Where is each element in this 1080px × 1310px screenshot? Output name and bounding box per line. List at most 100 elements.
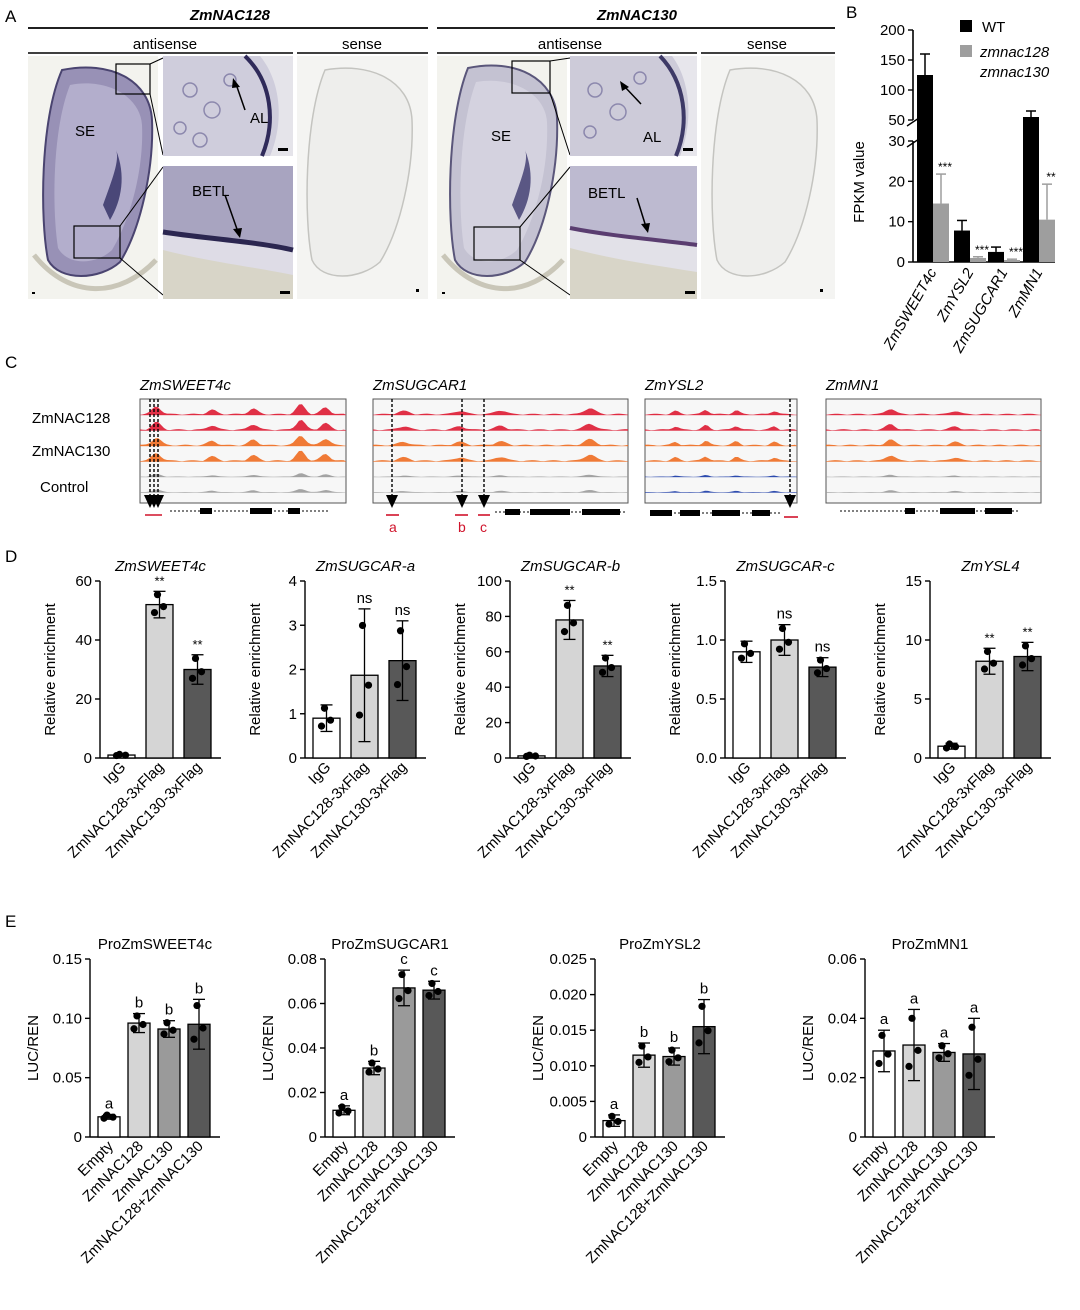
micrograph-nac128-sense [297, 56, 428, 299]
gene-model-exon [940, 508, 975, 514]
plot-significance: b [700, 981, 708, 998]
track-signal [645, 424, 797, 431]
plot-data-point [344, 1107, 352, 1115]
plot-data-point [935, 1054, 943, 1062]
plot-ytick-label: 0 [849, 1129, 857, 1146]
plot-data-point [942, 744, 951, 752]
plot-data-point [193, 1001, 201, 1010]
track-signal [645, 456, 797, 462]
plot-bar [127, 1022, 151, 1138]
luciferase-plot-2: ProZmSUGCAR100.020.040.060.08LUC/RENaEmp… [260, 936, 455, 1267]
track-signal [140, 450, 346, 462]
plot-ytick-label: 0 [74, 1129, 82, 1146]
micrograph-nac130-al-zoom: AL [570, 54, 697, 157]
track-signal [373, 474, 628, 477]
panel-e-label: E [5, 912, 16, 931]
track-title-zmysl2: ZmYSL2 [644, 377, 704, 394]
plot-ylabel: LUC/REN [530, 1015, 547, 1081]
track-signal [826, 455, 1041, 462]
plot-bar [770, 639, 799, 759]
plot-ytick-label: 0.015 [549, 1022, 587, 1039]
plot-ytick-label: 0.10 [53, 1010, 82, 1027]
plot-data-point [665, 1058, 673, 1066]
plot-data-point [974, 1055, 982, 1063]
plot-data-point [317, 722, 326, 730]
plot-ytick-label: 40 [485, 679, 502, 696]
plot-data-point [608, 1112, 616, 1120]
plot-data-point [938, 1042, 946, 1050]
plot-ytick-label: 60 [75, 573, 92, 590]
plot-bar [392, 987, 416, 1138]
plot-bar [975, 660, 1004, 759]
plot-data-point [816, 656, 825, 664]
plot-significance: ** [154, 573, 164, 588]
b-ytick-label: 20 [888, 173, 905, 190]
plot-ytick-label: 0.04 [828, 1010, 857, 1027]
track-box [139, 398, 347, 504]
plot-data-point [784, 638, 793, 646]
plot-ytick-label: 0 [84, 750, 92, 767]
plot-significance: ** [984, 630, 994, 645]
panel-c-label: C [5, 353, 17, 372]
plot-data-point [199, 1024, 207, 1032]
plot-ytick-label: 1 [289, 706, 297, 723]
plot-bar [593, 665, 622, 759]
plot-ytick-label: 0.15 [53, 951, 82, 968]
plot-ytick-label: 100 [477, 573, 502, 590]
binding-site-arrow [784, 495, 796, 508]
panel-e: E ProZmSWEET4c00.050.100.15LUC/RENaEmpty… [5, 912, 995, 1267]
plot-significance: ** [602, 637, 612, 652]
track-signal [645, 490, 797, 493]
track-signal [140, 489, 346, 493]
label-al-2: AL [643, 129, 661, 146]
plot-bar [555, 619, 584, 759]
site-label-c: c [480, 519, 487, 535]
group1-sense-label: sense [342, 36, 382, 53]
plot-data-point [914, 1046, 922, 1054]
plot-data-point [121, 751, 130, 759]
plot-data-point [601, 654, 610, 662]
plot-ytick-label: 0.05 [53, 1070, 82, 1087]
plot-data-point [1021, 642, 1030, 650]
plot-bar [1013, 655, 1042, 759]
plot-ylabel: Relative enrichment [42, 602, 59, 735]
plot-data-point [109, 1113, 117, 1121]
plot-ylabel: Relative enrichment [872, 602, 889, 735]
plot-title: ZmSUGCAR-b [520, 558, 620, 575]
plot-ytick-label: 5 [914, 691, 922, 708]
plot-data-point [425, 991, 433, 1000]
plot-data-point [951, 743, 960, 751]
site-label-a: a [389, 519, 397, 535]
plot-ylabel: Relative enrichment [247, 602, 264, 735]
track-box [372, 398, 629, 504]
b-significance: *** [938, 160, 952, 174]
track-signal [373, 408, 628, 415]
b-significance: *** [1009, 245, 1023, 259]
legend-swatch-mutant [960, 45, 972, 57]
micrograph-nac128-antisense-kernel: SE [28, 56, 164, 299]
plot-significance: b [670, 1029, 678, 1046]
track-signal [826, 474, 1041, 477]
plot-data-point [822, 664, 831, 673]
plot-ytick-label: 0 [579, 1129, 587, 1146]
plot-data-point [163, 1019, 171, 1027]
plot-data-point [1018, 661, 1027, 669]
plot-title: ZmSUGCAR-c [735, 558, 835, 575]
plot-ytick-label: 0.025 [549, 951, 587, 968]
plot-ytick-label: 0.08 [288, 951, 317, 968]
plot-data-point [364, 681, 373, 689]
plot-ylabel: LUC/REN [800, 1015, 817, 1081]
label-al-1: AL [250, 110, 268, 127]
track-title-zmmn1: ZmMN1 [825, 377, 879, 394]
plot-data-point [644, 1053, 652, 1061]
site-label-b: b [458, 519, 466, 535]
group2-sense-label: sense [747, 36, 787, 53]
plot-data-point [368, 1059, 376, 1067]
plot-data-point [674, 1054, 682, 1062]
plot-significance: a [105, 1095, 114, 1112]
b-bar [988, 251, 1004, 262]
plot-data-point [905, 1062, 913, 1070]
